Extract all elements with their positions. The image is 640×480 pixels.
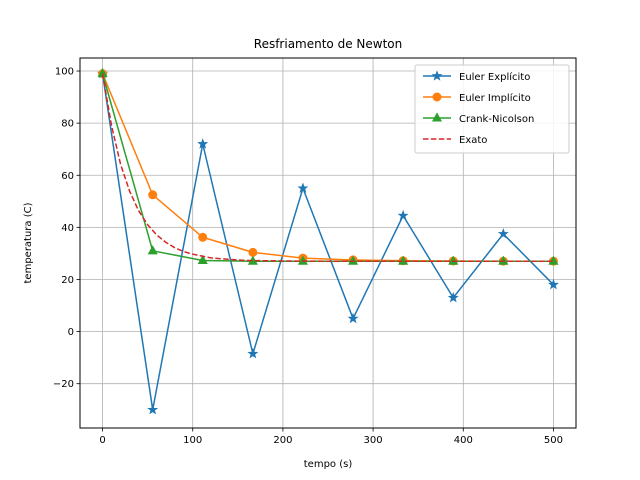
x-tick-label: 200: [273, 435, 292, 446]
legend: Euler Explícito Euler Implícito Crank-Nico…: [414, 64, 570, 154]
y-tick-label: 40: [61, 223, 74, 234]
data-point: [197, 138, 209, 149]
x-tick-label: 100: [183, 435, 202, 446]
legend-label: Euler Explícito: [459, 71, 530, 83]
data-point: [248, 247, 258, 257]
legend-box: [414, 64, 570, 154]
x-axis-label: tempo (s): [304, 459, 353, 470]
data-point: [198, 232, 208, 242]
y-tick-label: 100: [55, 67, 74, 78]
legend-marker: [431, 70, 443, 81]
x-tick-label: 400: [454, 435, 473, 446]
legend-item: Euler Implícito: [423, 92, 531, 104]
grid: [80, 58, 576, 428]
data-point: [297, 182, 309, 193]
legend-marker: [432, 92, 442, 102]
legend-label: Exato: [459, 135, 487, 146]
x-tick-label: 0: [99, 435, 105, 446]
data-point: [497, 228, 509, 239]
data-point: [447, 291, 459, 303]
data-point: [348, 255, 359, 265]
plot-frame: [79, 57, 577, 429]
legend-item: Euler Explícito: [423, 70, 530, 83]
legend-item: Exato: [423, 135, 487, 146]
data-point: [397, 209, 409, 221]
data-point: [147, 245, 158, 255]
data-point: [547, 278, 559, 290]
legend-marker: [431, 112, 443, 122]
data-point: [448, 255, 459, 265]
data-point: [197, 254, 208, 264]
series-line: [101, 73, 554, 411]
data-point: [147, 403, 159, 415]
data-point: [398, 255, 409, 265]
x-tick-label: 500: [544, 435, 563, 446]
series-3: [101, 73, 554, 262]
x-tick-label: 300: [364, 435, 383, 446]
series-line: [101, 73, 554, 262]
data-point: [247, 347, 259, 359]
y-tick-label: 60: [61, 171, 74, 182]
y-tick-label: 80: [61, 119, 74, 130]
legend-label: Crank-Nicolson: [459, 114, 534, 125]
y-tick-label: −20: [53, 379, 74, 390]
y-tick-label: 0: [68, 327, 74, 338]
ticks: 0 100 200 300 400 500 −20 0 20 40 60 80 100: [53, 67, 563, 446]
y-tick-label: 20: [61, 275, 74, 286]
series-group: [97, 67, 559, 415]
data-point: [347, 312, 359, 324]
chart-title: Resfriamento de Newton: [254, 37, 402, 51]
y-axis-label: temperatura (C): [23, 202, 34, 283]
legend-item: Crank-Nicolson: [423, 112, 534, 125]
data-point: [498, 255, 509, 265]
data-point: [548, 255, 559, 265]
data-point: [148, 190, 158, 200]
legend-label: Euler Implícito: [459, 92, 531, 104]
